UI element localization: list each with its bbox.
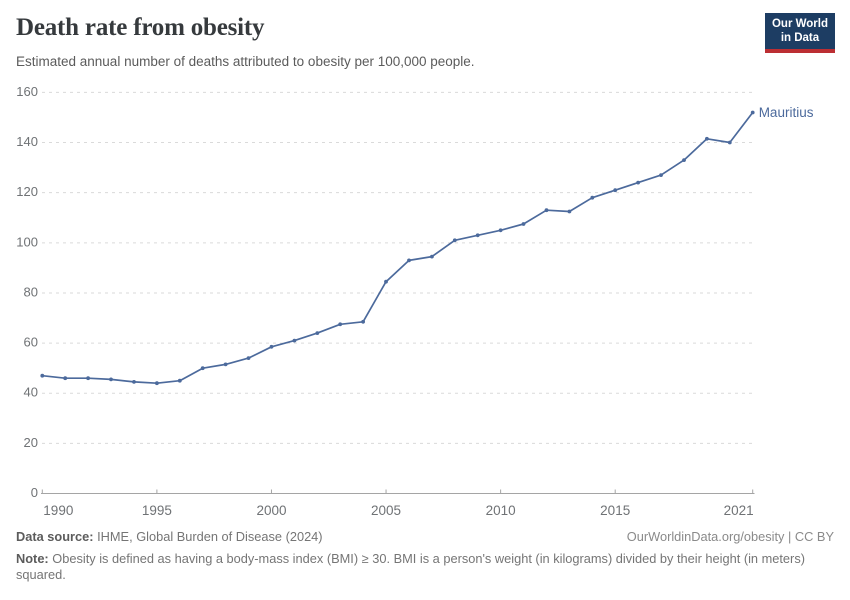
data-point-marker[interactable] — [155, 381, 159, 386]
data-point-marker[interactable] — [315, 331, 320, 335]
data-point-marker[interactable] — [750, 110, 755, 115]
y-axis-tick-label: 120 — [16, 184, 38, 199]
data-point-marker[interactable] — [132, 380, 136, 384]
data-point-marker[interactable] — [292, 338, 297, 343]
y-axis-tick-label: 40 — [24, 385, 38, 400]
attribution-link[interactable]: OurWorldinData.org/obesity | CC BY — [626, 529, 834, 544]
x-axis-tick-label: 2000 — [256, 503, 286, 518]
data-point-marker[interactable] — [613, 188, 618, 193]
data-point-marker[interactable] — [636, 180, 640, 185]
x-axis-tick-label: 2010 — [486, 503, 516, 518]
chart-title: Death rate from obesity — [16, 14, 265, 41]
y-axis-tick-label: 0 — [31, 485, 38, 500]
data-point-marker[interactable] — [269, 344, 274, 349]
data-point-marker[interactable] — [86, 376, 90, 381]
data-point-marker[interactable] — [567, 209, 572, 214]
data-point-marker[interactable] — [727, 140, 732, 145]
data-source-label: Data source: — [16, 529, 94, 544]
data-point-marker[interactable] — [682, 158, 686, 163]
note-value: Obesity is defined as having a body-mass… — [16, 551, 805, 582]
data-point-marker[interactable] — [498, 228, 503, 233]
data-source-value: IHME, Global Burden of Disease (2024) — [93, 529, 323, 544]
x-axis-tick-label: 2005 — [371, 503, 401, 518]
x-axis-tick-label: 2015 — [600, 503, 630, 518]
x-axis-tick-label: 2021 — [724, 503, 754, 518]
data-point-marker[interactable] — [705, 136, 709, 141]
data-point-marker[interactable] — [63, 376, 68, 381]
x-axis-tick-label: 1995 — [142, 503, 172, 518]
data-point-marker[interactable] — [475, 233, 480, 238]
chart-footer: Data source: IHME, Global Burden of Dise… — [16, 529, 834, 582]
owid-logo-line1: Our World — [771, 18, 828, 30]
data-point-marker[interactable] — [384, 279, 388, 284]
data-point-marker[interactable] — [177, 378, 182, 383]
data-point-marker[interactable] — [452, 238, 457, 243]
data-point-marker[interactable] — [430, 254, 434, 259]
data-point-marker[interactable] — [544, 208, 549, 213]
data-point-marker[interactable] — [361, 319, 365, 324]
y-axis-tick-label: 60 — [24, 335, 38, 350]
y-axis-tick-label: 140 — [16, 134, 38, 149]
note-line: Note: Obesity is defined as having a bod… — [16, 551, 834, 582]
data-point-marker[interactable] — [223, 362, 228, 367]
data-source-line: Data source: IHME, Global Burden of Dise… — [16, 529, 323, 544]
y-axis-tick-label: 80 — [24, 284, 38, 299]
series-end-label-mauritius: Mauritius — [759, 105, 814, 120]
data-point-marker[interactable] — [109, 377, 113, 382]
chart-subtitle: Estimated annual number of deaths attrib… — [16, 54, 475, 69]
data-point-marker[interactable] — [200, 366, 205, 371]
y-axis-tick-label: 100 — [16, 234, 38, 249]
owid-logo-line2: in Data — [780, 31, 820, 44]
data-point-marker[interactable] — [407, 258, 411, 263]
data-point-marker[interactable] — [338, 322, 343, 327]
data-point-marker[interactable] — [590, 195, 595, 200]
series-line-mauritius[interactable] — [41, 111, 754, 385]
owid-logo: Our World in Data — [764, 13, 835, 53]
note-label: Note: — [16, 551, 49, 566]
data-point-marker[interactable] — [521, 222, 526, 226]
y-axis-tick-label: 20 — [24, 435, 38, 450]
x-axis-tick-label: 1990 — [43, 503, 73, 518]
data-point-marker[interactable] — [246, 356, 251, 360]
data-point-marker[interactable] — [40, 373, 45, 378]
y-axis-tick-label: 160 — [16, 84, 38, 99]
data-point-marker[interactable] — [659, 173, 663, 178]
